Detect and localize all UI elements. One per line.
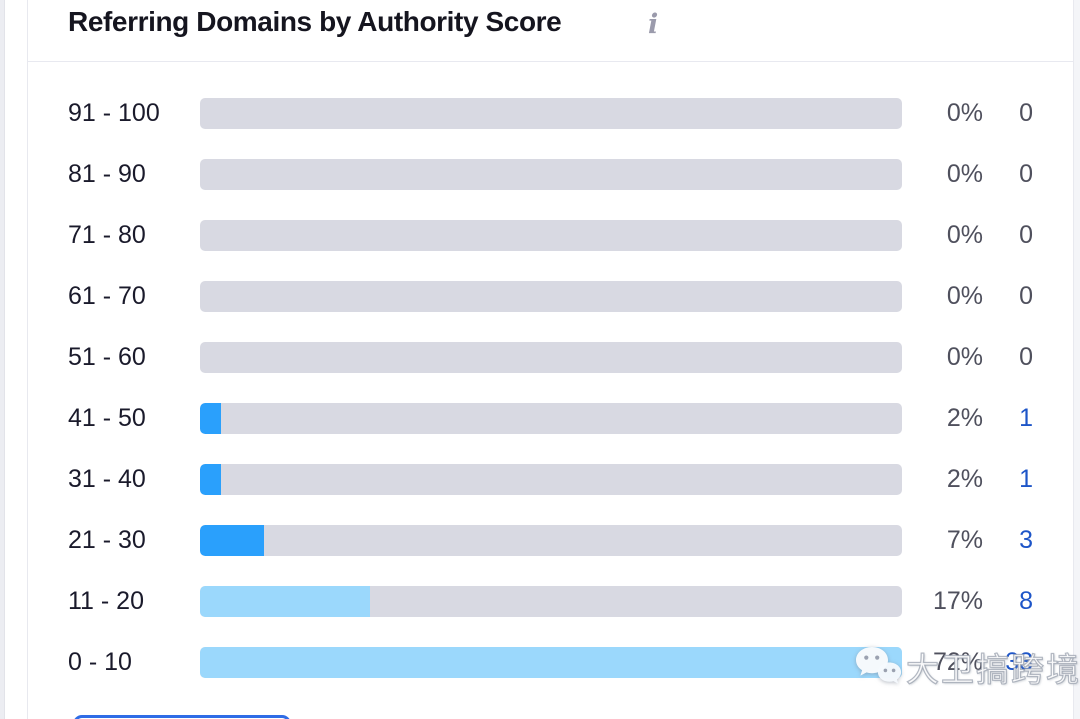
row-percent: 72%: [932, 648, 983, 676]
row-percent: 7%: [946, 526, 983, 554]
card-title: Referring Domains by Authority Score: [68, 6, 562, 37]
row-label: 41 - 50: [68, 404, 146, 432]
row-percent: 2%: [946, 465, 983, 493]
card-border-right: [1073, 0, 1074, 719]
bar-fill: [200, 586, 371, 617]
bar-track[interactable]: [200, 647, 902, 678]
row-count-link[interactable]: 33: [1005, 648, 1033, 676]
chart-rows: 91 - 100 0% 0 81 - 90 0% 0 71 - 80 0% 0 …: [28, 62, 1073, 693]
row-count-link[interactable]: 1: [1019, 465, 1033, 493]
row-label: 11 - 20: [68, 587, 144, 615]
card-border-left: [27, 0, 28, 719]
row-label: 21 - 30: [68, 526, 146, 554]
row-percent: 0%: [946, 282, 983, 310]
chart-row: 31 - 40 2% 1: [28, 449, 1073, 510]
chart-row: 91 - 100 0% 0: [28, 83, 1073, 144]
row-label: 0 - 10: [68, 648, 132, 676]
row-count-link: 0: [1019, 99, 1033, 127]
chart-row: 11 - 20 17% 8: [28, 571, 1073, 632]
bar-track[interactable]: [200, 159, 902, 190]
row-percent: 0%: [946, 221, 983, 249]
row-count-link: 0: [1019, 282, 1033, 310]
row-count-link: 0: [1019, 221, 1033, 249]
chart-row: 21 - 30 7% 3: [28, 510, 1073, 571]
row-label: 61 - 70: [68, 282, 146, 310]
row-percent: 0%: [946, 343, 983, 371]
row-label: 91 - 100: [68, 99, 160, 127]
row-label: 71 - 80: [68, 221, 146, 249]
row-percent: 17%: [932, 587, 983, 615]
info-icon[interactable]: i: [648, 9, 659, 40]
row-label: 31 - 40: [68, 465, 146, 493]
bar-track[interactable]: [200, 525, 902, 556]
row-count-link[interactable]: 3: [1019, 526, 1033, 554]
bar-track[interactable]: [200, 403, 902, 434]
bar-fill: [200, 403, 222, 434]
chart-row: 61 - 70 0% 0: [28, 266, 1073, 327]
card-header: Referring Domains by Authority Score i: [28, 0, 1073, 61]
row-percent: 2%: [946, 404, 983, 432]
bar-fill: [200, 525, 264, 556]
row-percent: 0%: [946, 99, 983, 127]
row-count-link: 0: [1019, 160, 1033, 188]
chart-row: 0 - 10 72% 33: [28, 632, 1073, 693]
bar-track[interactable]: [200, 464, 902, 495]
page-background-strip-right: [1074, 0, 1080, 719]
bar-fill: [200, 464, 222, 495]
bar-track[interactable]: [200, 220, 902, 251]
bar-track[interactable]: [200, 281, 902, 312]
row-label: 51 - 60: [68, 343, 146, 371]
page-background-strip-left: [0, 0, 5, 719]
bar-track[interactable]: [200, 98, 902, 129]
bar-fill: [200, 647, 902, 678]
chart-row: 51 - 60 0% 0: [28, 327, 1073, 388]
bottom-button-edge[interactable]: [73, 715, 291, 719]
row-label: 81 - 90: [68, 160, 146, 188]
bar-track[interactable]: [200, 342, 902, 373]
row-count-link[interactable]: 8: [1019, 587, 1033, 615]
row-percent: 0%: [946, 160, 983, 188]
chart-row: 71 - 80 0% 0: [28, 205, 1073, 266]
header-divider: [28, 61, 1073, 62]
chart-row: 41 - 50 2% 1: [28, 388, 1073, 449]
bar-track[interactable]: [200, 586, 902, 617]
row-count-link[interactable]: 1: [1019, 404, 1033, 432]
chart-row: 81 - 90 0% 0: [28, 144, 1073, 205]
row-count-link: 0: [1019, 343, 1033, 371]
